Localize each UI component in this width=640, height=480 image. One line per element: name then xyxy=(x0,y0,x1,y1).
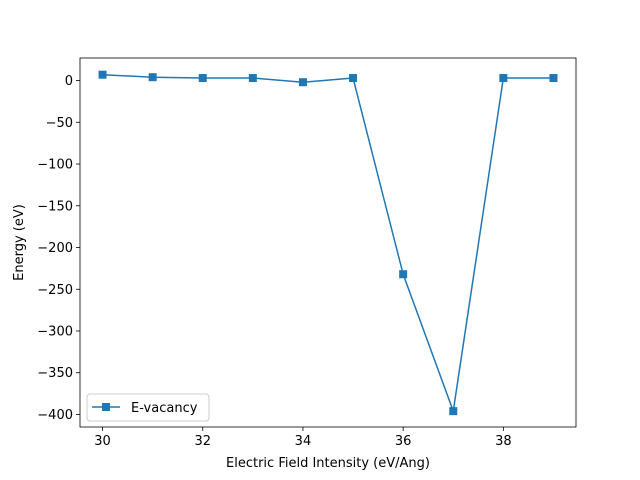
plot-frame xyxy=(79,57,577,428)
data-point-marker xyxy=(549,74,558,83)
y-tick-label: −300 xyxy=(37,324,73,339)
data-point-marker xyxy=(198,74,207,83)
y-tick-label: −200 xyxy=(37,241,73,256)
y-axis: 0 −50 −100 −150 −200 −250 −300 −350 −400 xyxy=(37,74,80,423)
y-tick-label: −350 xyxy=(37,366,73,381)
data-point-marker xyxy=(349,74,358,83)
series-line-e-vacancy xyxy=(102,73,554,412)
y-tick-label: −400 xyxy=(37,408,73,423)
y-tick-label: −100 xyxy=(37,158,73,173)
data-point-marker xyxy=(148,73,157,82)
data-point-marker xyxy=(98,70,107,79)
data-point-marker xyxy=(298,78,307,87)
data-point-marker xyxy=(449,407,458,416)
x-tick-label: 34 xyxy=(295,434,312,449)
x-axis-label: Electric Field Intensity (eV/Ang) xyxy=(226,456,430,471)
x-tick-label: 32 xyxy=(194,434,211,449)
x-axis: 30 32 34 36 38 xyxy=(94,427,512,449)
y-axis-label: Energy (eV) xyxy=(12,204,27,281)
x-tick-label: 36 xyxy=(395,434,412,449)
legend-label-e-vacancy: E-vacancy xyxy=(131,401,198,416)
legend-marker-e-vacancy xyxy=(102,403,110,411)
data-marks xyxy=(98,70,558,416)
plot-area xyxy=(80,58,576,427)
x-tick-label: 30 xyxy=(94,434,111,449)
y-tick-label: −50 xyxy=(46,116,73,131)
y-tick-label: 0 xyxy=(65,74,73,89)
x-tick-label: 38 xyxy=(495,434,512,449)
legend: E-vacancy xyxy=(86,393,210,422)
data-point-marker xyxy=(499,74,508,83)
y-tick-label: −150 xyxy=(37,199,73,214)
data-point-marker xyxy=(248,74,257,83)
data-point-marker xyxy=(399,270,408,279)
y-tick-label: −250 xyxy=(37,283,73,298)
legend-box xyxy=(86,393,210,422)
